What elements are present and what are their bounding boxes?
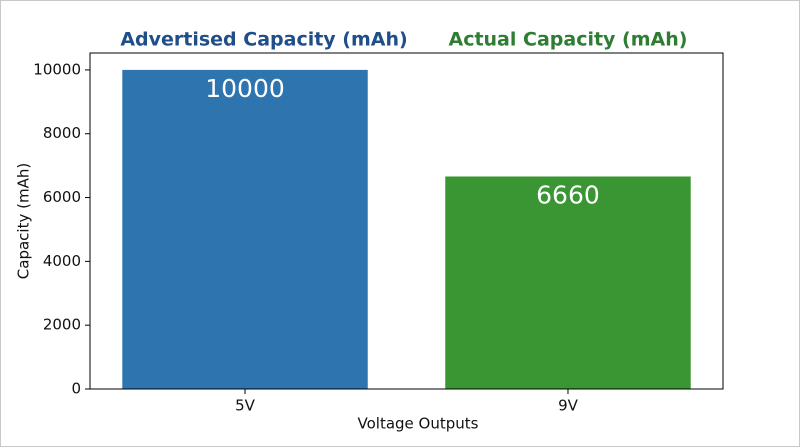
value-label: 6660	[536, 180, 600, 209]
y-tick-label: 0	[71, 380, 81, 398]
value-label: 10000	[205, 74, 285, 103]
x-axis-label: Voltage Outputs	[358, 415, 479, 433]
y-tick-label: 8000	[43, 124, 81, 142]
bar	[122, 69, 368, 389]
y-tick-label: 4000	[43, 252, 81, 270]
y-axis-label: Capacity (mAh)	[15, 163, 33, 279]
y-tick-label: 6000	[43, 188, 81, 206]
y-tick-label: 2000	[43, 316, 81, 334]
chart-title: Actual Capacity (mAh)	[448, 29, 687, 51]
x-tick-label: 9V	[558, 397, 579, 415]
y-tick-label: 10000	[33, 60, 81, 78]
bar	[445, 176, 691, 389]
chart-title: Advertised Capacity (mAh)	[120, 29, 407, 51]
plot-frame	[89, 52, 724, 390]
x-tick-label: 5V	[235, 397, 256, 415]
